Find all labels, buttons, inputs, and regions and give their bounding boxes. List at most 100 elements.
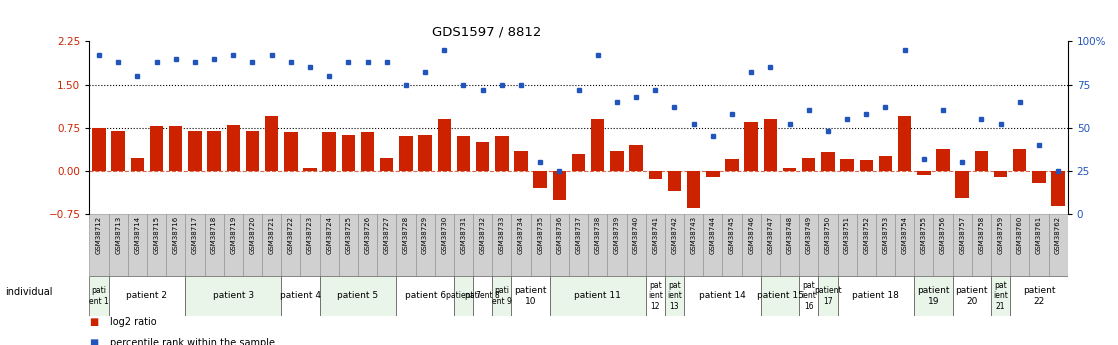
Bar (898, 116, 911, 171)
Text: GSM38730: GSM38730 (442, 216, 447, 254)
Text: GSM38736: GSM38736 (557, 216, 562, 254)
Bar (684, 214, 703, 276)
Text: GSM38748: GSM38748 (787, 216, 793, 254)
Bar (93, 128, 106, 171)
Bar (879, 156, 892, 171)
Text: GSM38738: GSM38738 (595, 216, 600, 254)
Bar (320, 276, 397, 316)
Text: GSM38724: GSM38724 (326, 216, 332, 254)
Bar (397, 276, 454, 316)
Text: GSM38743: GSM38743 (691, 216, 697, 254)
Bar (896, 214, 915, 276)
Bar (227, 125, 240, 171)
Text: GDS1597 / 8812: GDS1597 / 8812 (432, 26, 541, 39)
Text: patient 4: patient 4 (280, 291, 321, 300)
Bar (626, 214, 646, 276)
Bar (550, 214, 569, 276)
Text: pat
ient
21: pat ient 21 (993, 281, 1008, 311)
Text: log2 ratio: log2 ratio (110, 317, 157, 327)
Bar (684, 276, 760, 316)
Bar (799, 214, 818, 276)
Text: patient
17: patient 17 (814, 286, 842, 306)
Bar (667, 171, 681, 191)
Bar (936, 149, 949, 171)
Bar (956, 171, 969, 198)
Bar (915, 276, 953, 316)
Bar (665, 276, 684, 316)
Text: GSM38740: GSM38740 (633, 216, 639, 254)
Text: GSM38745: GSM38745 (729, 216, 735, 254)
Bar (764, 119, 777, 171)
Text: GSM38713: GSM38713 (115, 216, 121, 254)
Text: pat
ient
12: pat ient 12 (647, 281, 663, 311)
Text: GSM38758: GSM38758 (978, 216, 984, 254)
Text: ■: ■ (89, 317, 98, 327)
Bar (991, 276, 1011, 316)
Bar (841, 159, 854, 171)
Bar (303, 168, 316, 171)
Text: GSM38749: GSM38749 (806, 216, 812, 254)
Bar (112, 130, 125, 171)
Bar (377, 214, 397, 276)
Text: GSM38728: GSM38728 (402, 216, 409, 254)
Text: GSM38714: GSM38714 (134, 216, 141, 254)
Bar (860, 160, 873, 171)
Text: individual: individual (6, 287, 53, 297)
Bar (552, 171, 566, 199)
Text: patient
20: patient 20 (956, 286, 988, 306)
Bar (169, 126, 182, 171)
Bar (435, 214, 454, 276)
Bar (783, 168, 796, 171)
Text: pati
ent 1: pati ent 1 (89, 286, 108, 306)
Bar (224, 214, 243, 276)
Text: patient
10: patient 10 (514, 286, 547, 306)
Bar (610, 151, 624, 171)
Text: GSM38746: GSM38746 (748, 216, 755, 254)
Bar (301, 214, 320, 276)
Bar (243, 214, 262, 276)
Bar (150, 126, 163, 171)
Bar (127, 214, 146, 276)
Text: GSM38721: GSM38721 (268, 216, 275, 254)
Bar (495, 136, 509, 171)
Bar (1049, 214, 1068, 276)
Text: patient 2: patient 2 (126, 291, 168, 300)
Bar (607, 214, 626, 276)
Text: GSM38750: GSM38750 (825, 216, 831, 254)
Text: GSM38742: GSM38742 (672, 216, 678, 254)
Bar (146, 214, 167, 276)
Bar (399, 136, 413, 171)
Text: GSM38718: GSM38718 (211, 216, 217, 254)
Text: GSM38715: GSM38715 (153, 216, 160, 254)
Bar (380, 158, 394, 171)
Bar (473, 214, 492, 276)
Bar (629, 145, 643, 171)
Bar (89, 214, 108, 276)
Bar (571, 154, 586, 171)
Text: patient 6: patient 6 (405, 291, 446, 300)
Bar (934, 214, 953, 276)
Bar (322, 132, 335, 171)
Text: GSM38754: GSM38754 (901, 216, 908, 254)
Text: ■: ■ (89, 338, 98, 345)
Text: GSM38723: GSM38723 (307, 216, 313, 254)
Bar (760, 214, 780, 276)
Bar (994, 171, 1007, 177)
Bar (492, 214, 511, 276)
Bar (875, 214, 896, 276)
Bar (108, 276, 186, 316)
Bar (665, 214, 684, 276)
Bar (1032, 171, 1045, 184)
Bar (975, 151, 988, 171)
Text: GSM38719: GSM38719 (230, 216, 236, 254)
Bar (1013, 149, 1026, 171)
Bar (533, 171, 547, 188)
Bar (416, 214, 435, 276)
Bar (915, 214, 934, 276)
Bar (514, 151, 528, 171)
Bar (108, 214, 127, 276)
Text: patient 3: patient 3 (212, 291, 254, 300)
Bar (476, 142, 490, 171)
Bar (818, 276, 837, 316)
Bar (837, 276, 915, 316)
